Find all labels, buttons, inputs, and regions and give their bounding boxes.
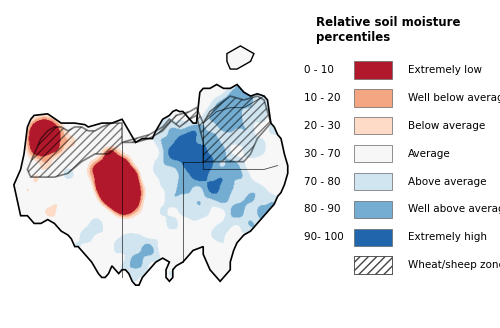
Bar (354, 256, 392, 274)
Text: Above average: Above average (408, 176, 486, 187)
Bar (354, 201, 392, 218)
Text: Relative soil moisture
percentiles: Relative soil moisture percentiles (316, 16, 460, 44)
Text: 0 - 10: 0 - 10 (304, 65, 334, 75)
Text: Extremely low: Extremely low (408, 65, 482, 75)
Bar (354, 117, 392, 134)
Text: 70 - 80: 70 - 80 (304, 176, 341, 187)
Text: Wheat/sheep zone: Wheat/sheep zone (408, 260, 500, 270)
Bar (354, 173, 392, 190)
Text: 10 - 20: 10 - 20 (304, 93, 341, 103)
Text: Extremely high: Extremely high (408, 232, 487, 242)
Text: 20 - 30: 20 - 30 (304, 121, 341, 131)
Text: Average: Average (408, 149, 451, 159)
Text: Below average: Below average (408, 121, 485, 131)
Bar (354, 256, 392, 274)
Text: 30 - 70: 30 - 70 (304, 149, 341, 159)
Bar (354, 89, 392, 107)
Text: Well below average: Well below average (408, 93, 500, 103)
Text: Well above average: Well above average (408, 204, 500, 215)
Bar (354, 61, 392, 79)
Text: 80 - 90: 80 - 90 (304, 204, 341, 215)
Bar (354, 145, 392, 162)
Text: 90- 100: 90- 100 (304, 232, 344, 242)
Bar (354, 229, 392, 246)
